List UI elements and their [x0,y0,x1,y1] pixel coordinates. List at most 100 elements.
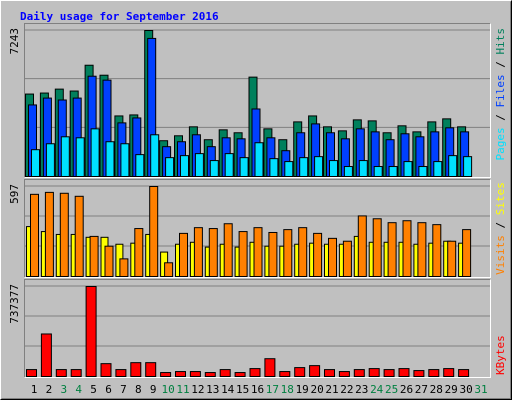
bar [314,156,324,178]
y-tick-label: 737377 [8,284,21,324]
bar [402,220,412,277]
legend: Pages / Files / Hits [494,28,507,161]
x-tick-label: 4 [75,383,82,396]
bar [149,186,159,277]
x-tick-label: 14 [221,383,235,396]
bar [40,333,52,377]
bar [74,195,84,277]
bar [413,370,425,378]
x-tick-label: 28 [430,383,443,396]
legend-entry: Hits [494,28,507,55]
bar [135,154,145,177]
bar [120,143,130,177]
x-tick-label: 22 [340,383,353,396]
bar [264,358,276,378]
bar [388,166,398,178]
x-tick-label: 31 [474,383,487,396]
bar [89,235,99,277]
bar [104,245,114,277]
bar [342,240,352,277]
bar [357,215,367,278]
x-tick-label: 25 [385,383,398,396]
bar [194,153,204,177]
bar [338,371,350,377]
x-tick-label: 27 [415,383,428,396]
bar [353,369,365,378]
x-tick-label: 19 [296,383,309,396]
bar [209,160,219,177]
plot-border-dark [24,23,491,178]
legend-entry: Sites [494,182,507,215]
x-tick-label: 9 [150,383,157,396]
x-tick-label: 13 [206,383,219,396]
plot-border-light [24,23,491,178]
bar [253,227,263,277]
chart-title: Daily usage for September 2016 [20,10,219,23]
bar [145,362,157,378]
x-tick-label: 16 [251,383,264,396]
x-tick-label: 1 [31,383,38,396]
plot-border-light [24,279,491,378]
bar [309,365,321,378]
bar [458,369,470,378]
x-tick-label: 12 [191,383,204,396]
bar [368,368,380,377]
x-tick-label: 5 [90,383,97,396]
x-tick-label: 30 [459,383,472,396]
plot-border-light [24,179,491,278]
bar [428,369,440,378]
bar [324,369,335,378]
bar [165,157,175,177]
bar [387,222,397,278]
bar [75,137,85,177]
bar [130,362,142,378]
bar [119,258,129,278]
legend-separator: / [494,55,507,75]
plot-border-dark [24,179,491,278]
bar [299,157,309,177]
bar [358,160,368,177]
x-tick-label: 3 [60,383,67,396]
x-tick-label: 21 [325,383,338,396]
bar [447,240,457,277]
bar [59,192,69,277]
bar [100,363,112,377]
x-tick-label: 6 [105,383,112,396]
legend-entry: Files [494,74,507,107]
y-tick-label: 597 [8,184,21,204]
bar [239,157,249,177]
bar [193,227,203,277]
bar [60,136,70,177]
x-tick-label: 17 [266,383,279,396]
legend: KBytes [494,335,507,375]
legend-separator: / [494,108,507,128]
bar [150,134,160,178]
bar [234,372,246,377]
x-tick-label: 23 [355,383,368,396]
bar [417,222,427,278]
x-tick-label: 24 [370,383,384,396]
legend-entry: Visits [494,235,507,275]
bar [432,224,442,277]
bar [249,368,261,377]
bar [164,262,174,277]
bar [204,372,216,377]
bar [44,191,54,277]
legend-entry: Pages [494,127,507,160]
bar [90,128,100,177]
bar [269,158,279,177]
bar [55,369,67,378]
bar [283,229,293,278]
bar [160,372,172,377]
y-tick-label: 7243 [8,28,21,55]
bar [238,231,248,277]
bar [254,142,264,177]
bar [105,141,115,178]
bar [70,369,82,378]
bar [284,161,294,177]
bar [134,228,144,277]
bar [328,237,337,278]
